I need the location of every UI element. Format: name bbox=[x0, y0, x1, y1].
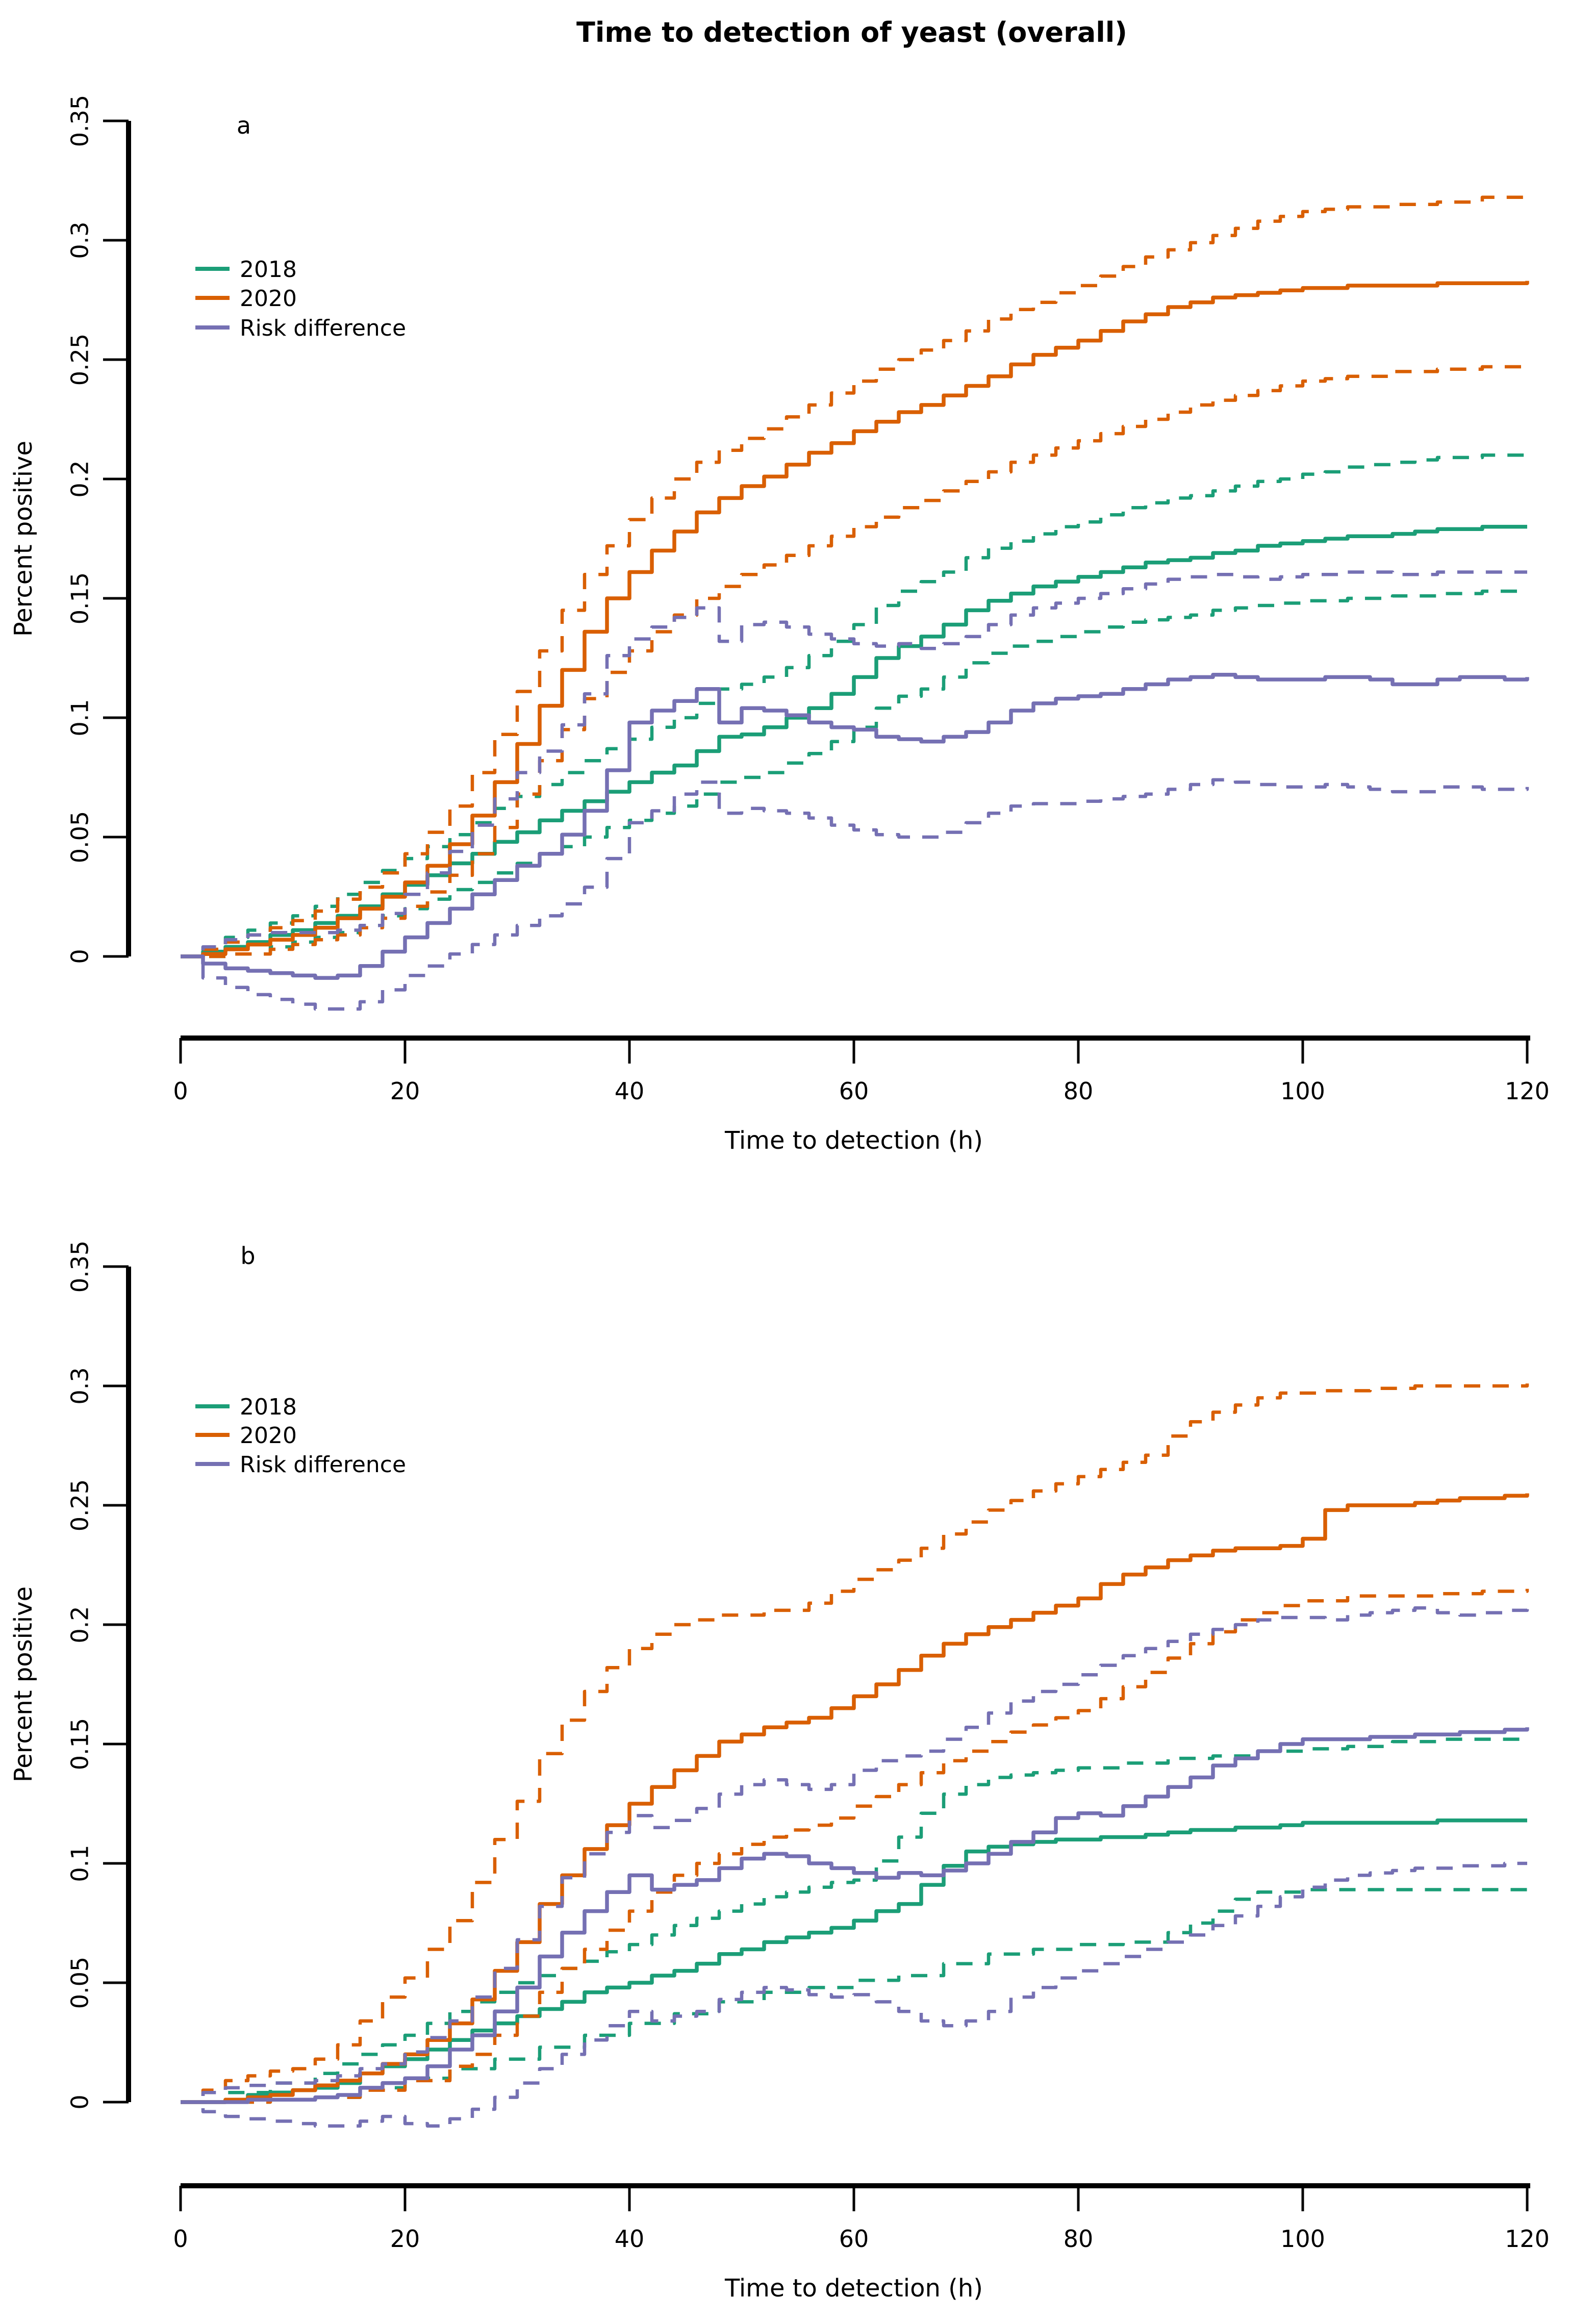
curve-2020-ci-upper-b bbox=[181, 1383, 1529, 2104]
x-tick-label: 80 bbox=[1064, 1077, 1094, 1105]
x-tick-label: 100 bbox=[1280, 2225, 1325, 2253]
curve-2020-a bbox=[181, 281, 1529, 958]
y-tick-label: 0.25 bbox=[66, 334, 94, 386]
y-tick-label: 0 bbox=[66, 949, 94, 964]
legend-label: 2018 bbox=[240, 1394, 297, 1420]
x-tick-label: 0 bbox=[173, 2225, 188, 2253]
x-tick-label: 40 bbox=[615, 1077, 645, 1105]
y-tick-label: 0.15 bbox=[66, 572, 94, 624]
y-tick-label: 0.35 bbox=[66, 1241, 94, 1293]
y-tick-label: 0.05 bbox=[66, 811, 94, 863]
curve-risk-difference-b bbox=[181, 1727, 1529, 2104]
legend-label: Risk difference bbox=[240, 1452, 406, 1478]
y-tick-label: 0.3 bbox=[66, 1367, 94, 1404]
curve-2020-ci-upper-a bbox=[181, 195, 1529, 958]
panel-letter: b bbox=[240, 1242, 255, 1270]
y-axis-title: Percent positive bbox=[9, 441, 38, 637]
curve-risk-difference-a bbox=[181, 673, 1529, 980]
curve-2020-ci-lower-b bbox=[181, 1588, 1529, 2104]
curve-2018-ci-upper-b bbox=[181, 1737, 1527, 2104]
x-tick-label: 0 bbox=[173, 1077, 188, 1105]
y-tick-label: 0.15 bbox=[66, 1718, 94, 1770]
curve-risk-difference-ci-upper-a bbox=[181, 570, 1527, 958]
y-tick-label: 0.1 bbox=[66, 1845, 94, 1882]
y-tick-label: 0.3 bbox=[66, 221, 94, 259]
x-tick-label: 20 bbox=[390, 1077, 420, 1105]
x-tick-label: 80 bbox=[1064, 2225, 1094, 2253]
y-tick-label: 0.2 bbox=[66, 1606, 94, 1643]
curve-2020-b bbox=[181, 1493, 1529, 2104]
curve-2018-b bbox=[181, 1818, 1527, 2104]
x-axis-title: Time to detection (h) bbox=[724, 2274, 983, 2303]
y-tick-label: 0.2 bbox=[66, 460, 94, 497]
curve-risk-difference-ci-lower-a bbox=[181, 778, 1529, 1011]
panel-letter: a bbox=[237, 112, 251, 139]
y-tick-label: 0.1 bbox=[66, 699, 94, 736]
y-axis-title: Percent positive bbox=[9, 1586, 38, 1782]
panel-a: 0 0.05 0.1 0.15 0.2 0.25 0.3 0.35 0 20 40 60 80 100 12… bbox=[9, 95, 1550, 1155]
curve-risk-difference-ci-lower-b bbox=[181, 1861, 1527, 2128]
x-tick-label: 120 bbox=[1505, 1077, 1550, 1105]
curve-2020-ci-lower-a bbox=[181, 362, 1529, 958]
y-tick-label: 0 bbox=[66, 2094, 94, 2109]
x-tick-label: 40 bbox=[615, 2225, 645, 2253]
y-tick-label: 0.05 bbox=[66, 1957, 94, 2009]
x-tick-label: 20 bbox=[390, 2225, 420, 2253]
x-tick-label: 60 bbox=[839, 1077, 869, 1105]
legend-label: 2020 bbox=[240, 1423, 297, 1449]
legend-label: 2020 bbox=[240, 286, 297, 312]
legend-label: Risk difference bbox=[240, 315, 406, 341]
y-tick-label: 0.35 bbox=[66, 95, 94, 147]
x-tick-label: 120 bbox=[1505, 2225, 1550, 2253]
panel-b: 0 0.05 0.1 0.15 0.2 0.25 0.3 0.35 0 20 40 60 80 100 12… bbox=[9, 1241, 1550, 2303]
y-tick-label: 0.25 bbox=[66, 1479, 94, 1531]
legend-label: 2018 bbox=[240, 257, 297, 283]
x-tick-label: 100 bbox=[1280, 1077, 1325, 1105]
curve-risk-difference-ci-upper-b bbox=[181, 1605, 1529, 2104]
x-axis-title: Time to detection (h) bbox=[724, 1126, 983, 1155]
x-tick-label: 60 bbox=[839, 2225, 869, 2253]
figure-title: Time to detection of yeast (overall) bbox=[576, 16, 1127, 48]
